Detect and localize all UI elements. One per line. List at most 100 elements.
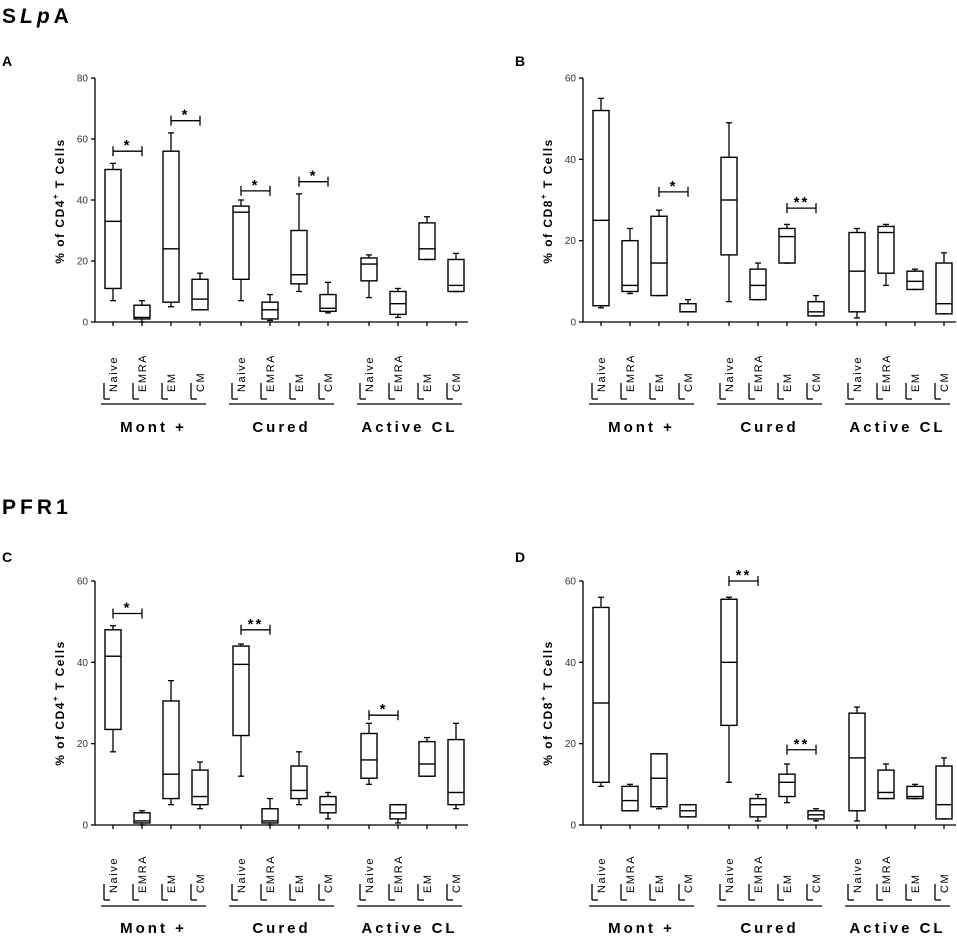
- y-tick-label: 0: [570, 318, 576, 329]
- box-iqr: [389, 290, 407, 316]
- box-naive: [360, 722, 378, 785]
- box-em: [906, 783, 924, 800]
- box-em: [906, 268, 924, 291]
- x-category-label: Naive: [236, 857, 248, 893]
- y-tick-label: 20: [565, 236, 577, 247]
- x-category-label: Naive: [108, 356, 120, 392]
- box-naive: [232, 199, 250, 302]
- x-category-label: CM: [195, 873, 207, 893]
- panel-letter-b: B: [515, 53, 525, 69]
- x-category-label: EMRA: [265, 855, 277, 893]
- box-iqr: [848, 231, 866, 313]
- group-label: Mont +: [608, 419, 675, 436]
- panel-c-boxplot: 0 20 40 60 % of CD4+ T Cells Naive EMRA EM CM Mon…: [51, 577, 468, 937]
- y-axis-label: % of CD8+ T Cells: [539, 138, 555, 264]
- x-category-label: EMRA: [137, 855, 149, 893]
- y-tick-label: 0: [82, 821, 88, 832]
- box-iqr: [650, 215, 668, 297]
- box-cm: [447, 722, 465, 810]
- x-category-label: EMRA: [625, 354, 637, 392]
- x-category-label: CM: [323, 372, 335, 392]
- x-category-label: EM: [782, 372, 794, 392]
- x-category-label: EMRA: [881, 354, 893, 392]
- x-category-label: CM: [811, 372, 823, 392]
- box-iqr: [104, 629, 122, 731]
- box-em: [778, 223, 796, 264]
- x-category-label: CM: [683, 873, 695, 893]
- box-em: [650, 209, 668, 297]
- x-category-label: Naive: [364, 857, 376, 893]
- x-category-label: EMRA: [137, 354, 149, 392]
- box-iqr: [418, 740, 436, 777]
- box-iqr: [650, 753, 668, 808]
- significance-label: *: [670, 178, 678, 195]
- box-cm: [447, 252, 465, 293]
- y-axis-label: % of CD4+ T Cells: [51, 138, 67, 264]
- y-axis-label: % of CD4+ T Cells: [51, 640, 67, 766]
- box-iqr: [232, 205, 250, 281]
- group-label: Active CL: [361, 920, 457, 937]
- box-iqr: [807, 300, 825, 317]
- box-em: [290, 751, 308, 806]
- box-cm: [807, 294, 825, 317]
- box-iqr: [162, 700, 180, 800]
- y-tick-label: 60: [565, 577, 577, 588]
- group-label: Cured: [740, 920, 798, 937]
- panel-letter-c: C: [2, 549, 12, 565]
- box-emra: [389, 803, 407, 824]
- significance-bracket: *: [658, 178, 689, 197]
- significance-label: *: [252, 177, 260, 194]
- x-category-label: Naive: [596, 356, 608, 392]
- box-iqr: [621, 239, 639, 293]
- box-em: [418, 216, 436, 261]
- box-naive: [232, 643, 250, 777]
- box-iqr: [720, 156, 738, 256]
- box-naive: [360, 254, 378, 299]
- box-emra: [133, 299, 151, 323]
- box-cm: [807, 808, 825, 822]
- x-category-label: Naive: [852, 857, 864, 893]
- box-emra: [621, 783, 639, 812]
- box-iqr: [749, 797, 767, 818]
- section-title-pfr1: PFR1: [2, 496, 72, 519]
- significance-bracket: *: [240, 177, 271, 196]
- y-tick-label: 40: [565, 658, 577, 669]
- box-iqr: [447, 738, 465, 806]
- y-tick-label: 40: [77, 658, 89, 669]
- x-category-label: Naive: [236, 356, 248, 392]
- group-label: Cured: [252, 920, 310, 937]
- significance-label: *: [380, 701, 388, 718]
- significance-bracket: *: [112, 137, 143, 157]
- group-label: Mont +: [120, 419, 187, 436]
- box-cm: [319, 281, 337, 314]
- group-label: Active CL: [849, 419, 945, 436]
- box-em: [162, 679, 180, 806]
- significance-bracket: **: [728, 567, 759, 586]
- box-iqr: [906, 785, 924, 800]
- box-iqr: [290, 229, 308, 285]
- box-emra: [877, 223, 895, 287]
- significance-bracket: **: [786, 194, 817, 214]
- box-naive: [592, 596, 610, 788]
- y-tick-label: 40: [77, 196, 89, 207]
- box-em: [650, 753, 668, 810]
- significance-label: **: [794, 194, 810, 211]
- x-category-label: Naive: [364, 356, 376, 392]
- y-tick-label: 20: [77, 739, 89, 750]
- y-tick-label: 0: [570, 821, 576, 832]
- significance-label: *: [182, 107, 190, 124]
- x-category-label: EM: [166, 372, 178, 392]
- box-iqr: [232, 645, 250, 737]
- box-iqr: [877, 769, 895, 800]
- box-iqr: [935, 262, 953, 315]
- panel-b-boxplot: 0 20 40 60 % of CD8+ T Cells Naive EMRA EM CM Mon…: [539, 74, 956, 436]
- box-cm: [191, 272, 209, 311]
- box-em: [162, 132, 180, 308]
- group-label: Mont +: [608, 920, 675, 937]
- x-category-label: EMRA: [265, 354, 277, 392]
- box-cm: [319, 791, 337, 820]
- x-category-label: EM: [422, 873, 434, 893]
- box-emra: [261, 797, 279, 826]
- box-naive: [848, 706, 866, 822]
- box-naive: [720, 596, 738, 783]
